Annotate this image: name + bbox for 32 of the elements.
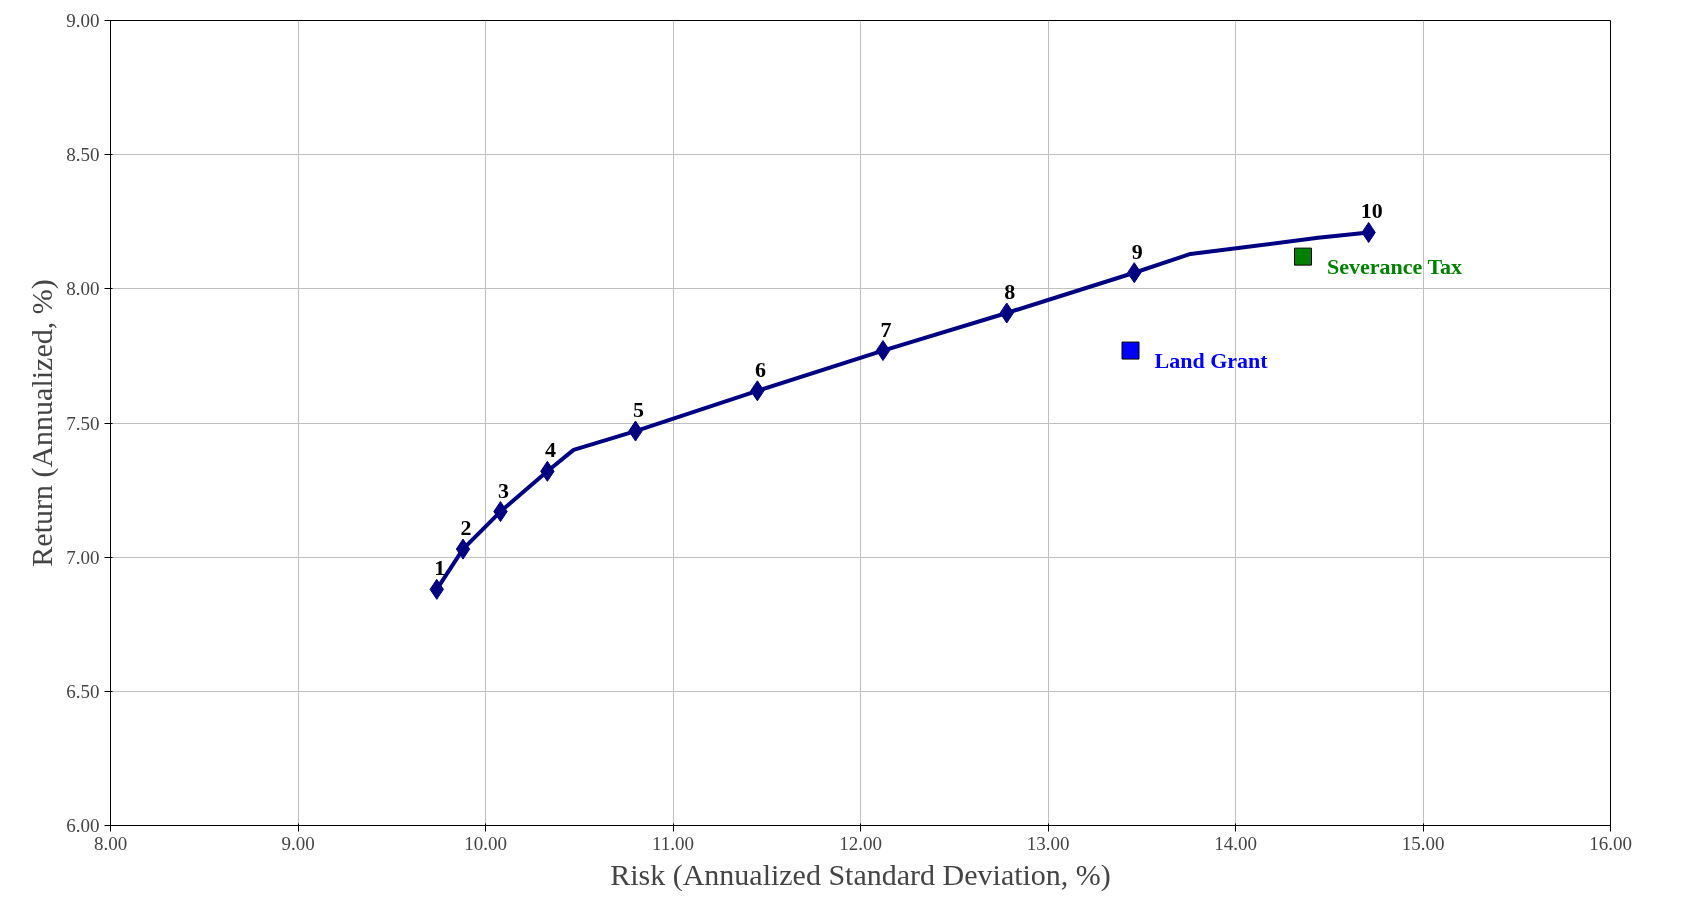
point: [1294, 247, 1312, 266]
annotation: 8: [1004, 278, 1016, 304]
x-tick-label: 16.00: [1589, 832, 1632, 854]
x-tick-label: 11.00: [651, 832, 695, 854]
annotation: 9: [1131, 238, 1143, 264]
x-axis-title: Risk (Annualized Standard Deviation, %): [610, 857, 1111, 892]
y-tick-label: 8.00: [66, 278, 100, 300]
x-tick-label: 13.00: [1026, 832, 1070, 854]
annotation: 7: [880, 316, 892, 342]
x-tick-label: 10.00: [464, 832, 507, 854]
series-label: Severance Tax: [1327, 254, 1463, 280]
y-tick-label: 7.00: [66, 546, 100, 568]
x-tick-label: 15.00: [1401, 832, 1445, 854]
annotation: 5: [633, 397, 644, 423]
series-label: Land Grant: [1154, 348, 1269, 374]
annotation: 3: [498, 477, 509, 503]
point: [875, 340, 891, 362]
annotation: 4: [544, 437, 556, 463]
y-axis-title: Return (Annualized, %): [25, 279, 60, 567]
y-tick-label: 9.00: [66, 10, 100, 31]
y-tick-label: 6.50: [66, 680, 100, 702]
point: [455, 538, 471, 560]
annotation: 10: [1360, 198, 1383, 224]
point: [1121, 341, 1140, 360]
annotation: 2: [460, 515, 472, 541]
y-tick-label: 8.50: [66, 144, 100, 166]
x-tick-label: 9.00: [281, 832, 315, 854]
annotation: 6: [754, 356, 766, 382]
x-tick-label: 12.00: [839, 832, 882, 854]
annotation: 1: [434, 555, 446, 581]
y-tick-label: 7.50: [66, 412, 100, 434]
x-tick-label: 14.00: [1214, 832, 1257, 854]
